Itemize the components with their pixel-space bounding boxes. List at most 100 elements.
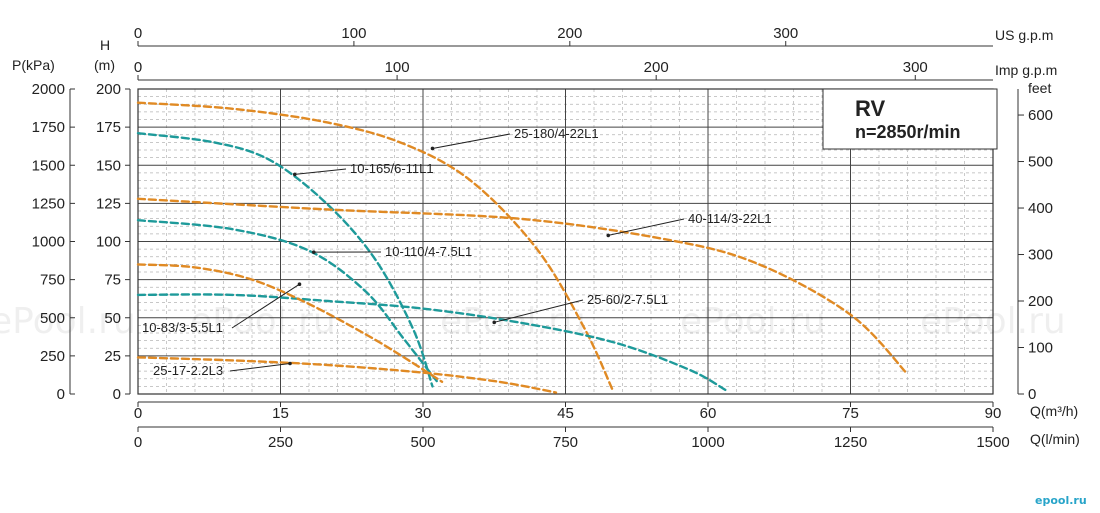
tick-label: 75 — [842, 405, 859, 422]
site-logo: epool.ru — [1035, 494, 1087, 507]
tick-label: 30 — [415, 405, 432, 422]
title-box: RV n=2850r/min — [822, 88, 998, 150]
leader-dot-10-83-3-5-5l1 — [297, 282, 302, 287]
tick-label: 0 — [134, 405, 142, 422]
curve-10-165-6-11l1 — [136, 132, 434, 388]
tick-label: 100 — [385, 59, 410, 76]
tick-label: 600 — [1028, 107, 1053, 124]
tick-label: 2000 — [32, 81, 65, 98]
curve-label-10-165-6-11l1: 10-165/6-11L1 — [350, 161, 434, 176]
leader-line-25-17-2-2l3 — [229, 363, 291, 372]
tick-label: 0 — [134, 434, 142, 451]
tick-label: 15 — [272, 405, 289, 422]
watermark-text: ePool.ru — [0, 301, 136, 342]
tick-label: 200 — [1028, 293, 1053, 310]
leader-line-10-83-3-5-5l1 — [231, 283, 300, 329]
axes: 0 15 30 45 60 75 90 0 250 500 750 1000 1250 1500 0 10… — [12, 25, 1080, 451]
tick-label: 250 — [40, 348, 65, 365]
tick-label: 1250 — [32, 195, 65, 212]
curve-label-10-83-3-5-5l1: 10-83/3-5.5L1 — [142, 320, 223, 335]
curve-25-180-4-22l1 — [136, 101, 615, 393]
tick-label: 1500 — [32, 157, 65, 174]
tick-label: 50 — [104, 310, 121, 327]
plot-border — [137, 88, 994, 395]
tick-label: 500 — [410, 434, 435, 451]
x-axis-top-label-usgpm: US g.p.m — [995, 27, 1053, 43]
tick-label: 0 — [1028, 386, 1036, 403]
leader-line-40-114-3-22l1 — [608, 218, 685, 236]
curve-25-17-2-2l3 — [136, 356, 558, 394]
watermark-text: ePool.ru — [920, 301, 1066, 342]
curve-label-25-180-4-22l1: 25-180/4-22L1 — [514, 126, 599, 141]
chart-title: RV — [855, 96, 885, 121]
x-axis-top-label-impgpm: Imp g.p.m — [995, 62, 1057, 78]
tick-label: 1750 — [32, 119, 65, 136]
curve-40-114-3-22l1 — [136, 197, 909, 376]
tick-label: 300 — [773, 25, 798, 42]
tick-label: 400 — [1028, 200, 1053, 217]
y-axis-feet-label: feet — [1028, 80, 1051, 96]
tick-label: 250 — [268, 434, 293, 451]
leader-line-10-165-6-11l1 — [294, 168, 347, 175]
tick-label: 100 — [96, 234, 121, 251]
curve-10-83-3-5-5l1 — [136, 263, 444, 383]
leader-line-25-60-2-7-5l1 — [494, 299, 584, 323]
tick-label: 0 — [134, 25, 142, 42]
tick-label: 0 — [113, 386, 121, 403]
y-axis-head-feet: 0 100 200 300 400 500 600 — [1017, 89, 1053, 403]
curve-label-40-114-3-22l1: 40-114/3-22L1 — [688, 211, 772, 226]
leader-dot-25-17-2-2l3 — [288, 361, 292, 366]
leader-dot-40-114-3-22l1 — [606, 233, 611, 238]
curve-10-110-4-7-5l1 — [136, 219, 439, 383]
tick-label: 175 — [96, 119, 121, 136]
tick-label: 1500 — [976, 434, 1009, 451]
watermark-text: ePool.ru — [680, 301, 826, 342]
x-axis-bottom-m3h: 0 15 30 45 60 75 90 — [134, 401, 1002, 422]
tick-label: 200 — [644, 59, 669, 76]
y-axis-pressure-kpa: 0 250 500 750 1000 1250 1500 1750 2000 — [32, 81, 75, 403]
x-axis-top-impgpm: 0 100 200 300 — [134, 59, 993, 81]
tick-label: 750 — [40, 272, 65, 289]
leader-dot-10-110-4-7-5l1 — [311, 250, 316, 254]
y-axis-head-label-bottom: (m) — [94, 57, 115, 73]
tick-label: 100 — [341, 25, 366, 42]
leader-line-25-180-4-22l1 — [432, 133, 511, 149]
tick-label: 60 — [700, 405, 717, 422]
x-axis-bottom-lmin: 0 250 500 750 1000 1250 1500 — [134, 426, 1010, 451]
tick-label: 90 — [985, 405, 1002, 422]
tick-label: 0 — [134, 59, 142, 76]
x-axis-top-usgpm: 0 100 200 300 — [134, 25, 993, 47]
tick-label: 150 — [96, 157, 121, 174]
tick-label: 200 — [96, 81, 121, 98]
tick-label: 75 — [104, 272, 121, 289]
x-axis-bottom-label-lmin: Q(l/min) — [1030, 431, 1080, 447]
tick-label: 500 — [40, 310, 65, 327]
y-axis-head-label-top: H — [100, 37, 110, 53]
leader-dot-25-60-2-7-5l1 — [492, 320, 497, 325]
tick-label: 100 — [1028, 340, 1053, 357]
x-axis-bottom-label-m3h: Q(m³/h) — [1030, 403, 1078, 419]
curve-label-25-17-2-2l3: 25-17-2.2L3 — [153, 363, 223, 378]
tick-label: 1250 — [834, 434, 867, 451]
curve-25-60-2-7-5l1 — [136, 293, 729, 393]
chart-subtitle: n=2850r/min — [855, 122, 961, 142]
tick-label: 300 — [1028, 247, 1053, 264]
leader-dot-25-180-4-22l1 — [430, 146, 435, 151]
tick-label: 1000 — [32, 234, 65, 251]
tick-label: 200 — [557, 25, 582, 42]
title-box-frame — [822, 88, 998, 150]
tick-label: 500 — [1028, 154, 1053, 171]
tick-label: 750 — [553, 434, 578, 451]
tick-label: 1000 — [691, 434, 724, 451]
tick-label: 25 — [104, 348, 121, 365]
y-axis-head-m: 0 25 50 75 100 125 150 175 200 — [96, 81, 131, 403]
curve-annotations: 25-180/4-22L1 10-165/6-11L1 40-114/3-22L1 1… — [142, 126, 772, 378]
y-axis-pressure-label: P(kPa) — [12, 57, 55, 73]
curve-label-25-60-2-7-5l1: 25-60/2-7.5L1 — [587, 292, 668, 307]
tick-label: 0 — [57, 386, 65, 403]
curve-label-10-110-4-7-5l1: 10-110/4-7.5L1 — [385, 244, 472, 259]
leader-dot-10-165-6-11l1 — [292, 172, 297, 177]
series-curves — [136, 101, 909, 394]
tick-label: 300 — [903, 59, 928, 76]
